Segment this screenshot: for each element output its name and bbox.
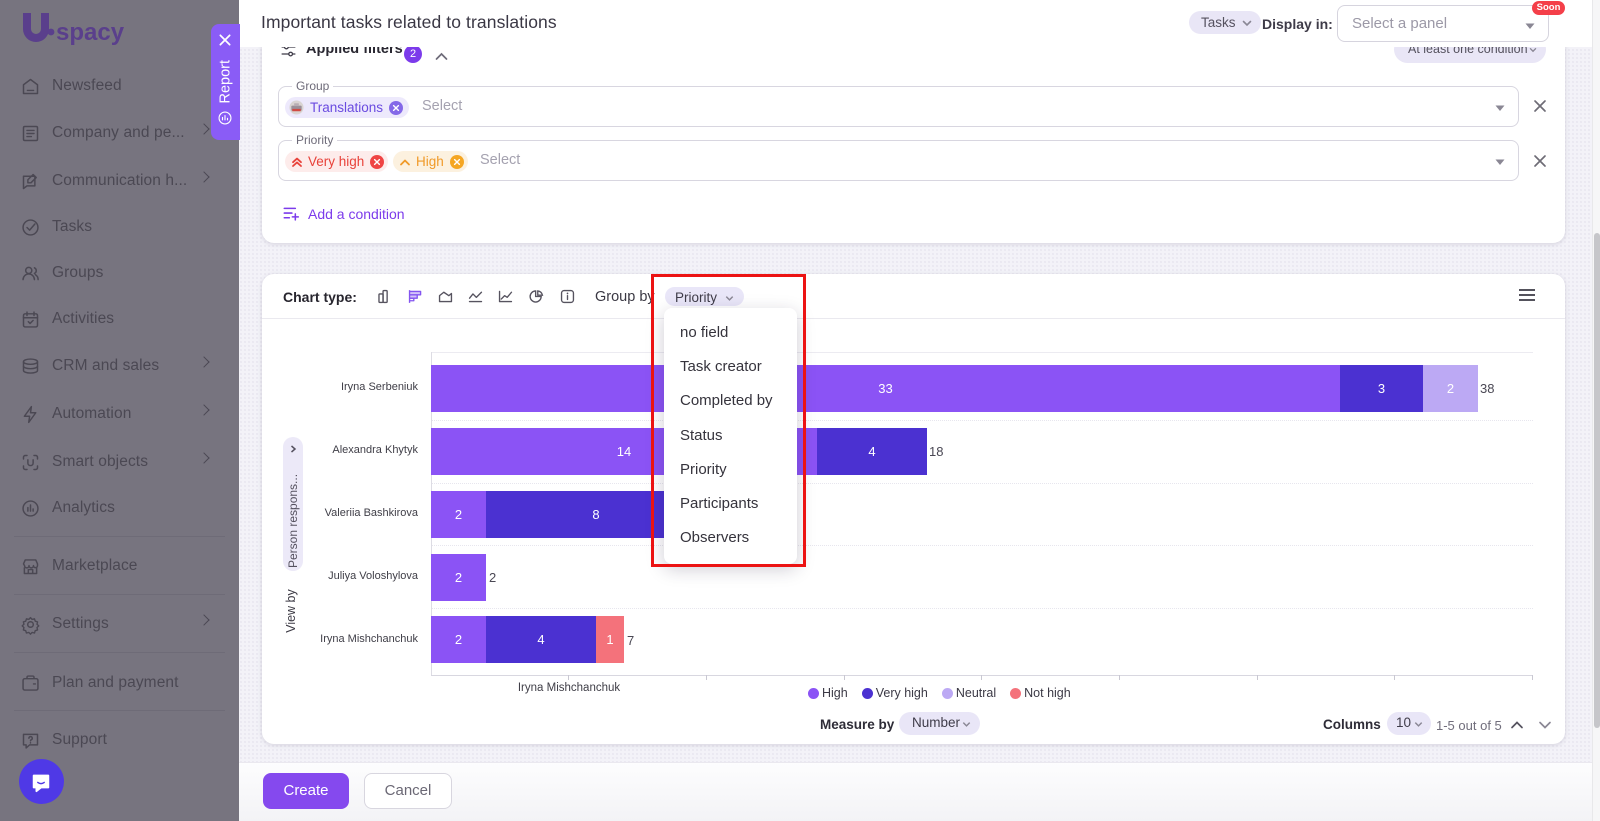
svg-text:spacy: spacy: [56, 19, 125, 46]
